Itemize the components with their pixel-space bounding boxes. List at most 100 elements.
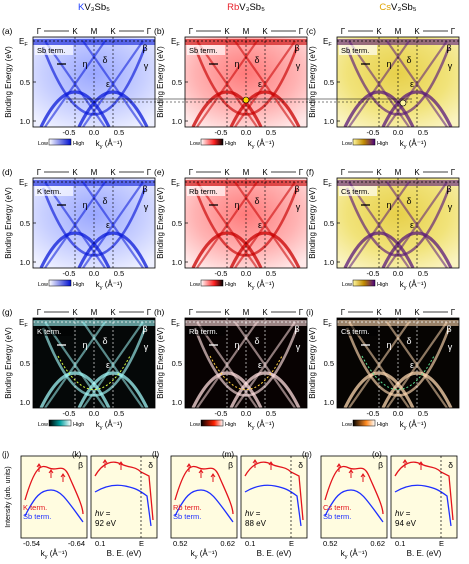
ef-label: EF [19, 318, 28, 329]
hs-point-label: K [376, 27, 382, 36]
hv-label: hv = [245, 509, 261, 518]
band-label-gamma: γ [448, 342, 453, 352]
x-axis-unit: (Å⁻¹) [406, 280, 426, 289]
x-tick-label: 0.62 [370, 539, 385, 548]
ef-sub: F [24, 42, 28, 48]
bottom-x-unit: (Å⁻¹) [197, 549, 217, 558]
hs-point-label: M [243, 168, 250, 177]
column-title: KV₃Sb₅ [78, 2, 110, 13]
x-tick-label: -0.64 [68, 539, 85, 548]
colorbar-low: Low [190, 141, 200, 147]
curve-panel-frame [170, 455, 238, 539]
y-axis-title: Binding Energy (eV) [4, 327, 13, 399]
colorbar-high: High [377, 422, 388, 428]
band-line [82, 40, 144, 127]
x-tick-label: 0.52 [173, 539, 188, 548]
bottom-band-label: β [378, 460, 383, 470]
band-label-delta: δ [102, 196, 107, 206]
column-title-alkali: Rb [227, 2, 239, 13]
hs-point-label: K [224, 308, 230, 317]
hs-point-label: K [376, 168, 382, 177]
termination-label: Sb term. [341, 46, 369, 55]
colorbar [48, 138, 72, 146]
band-label-epsilon: ε [258, 360, 262, 370]
band-label-beta: β [294, 43, 299, 53]
x-tick-label: -0.5 [367, 269, 380, 278]
x-axis-sub: y [100, 425, 103, 431]
bottom-band-label: β [228, 460, 233, 470]
colorbar-high: High [73, 422, 84, 428]
bottom-band-label: δ [448, 460, 453, 470]
legend-sb: Sb term. [23, 512, 51, 521]
curve-panel-frame [240, 455, 308, 539]
colorbar-high: High [225, 422, 236, 428]
bottom-panel-label: (n) [302, 450, 312, 459]
band-label-beta: β [294, 324, 299, 334]
x-axis-sub: y [404, 285, 407, 291]
band-label-epsilon: ε [410, 220, 414, 230]
x-axis-sub: y [252, 425, 255, 431]
termination-tag-bg [35, 186, 73, 196]
hs-point-label: M [243, 27, 250, 36]
colorbar [352, 279, 376, 287]
band-label-gamma: γ [296, 202, 301, 212]
legend-term: Cs term. [323, 503, 351, 512]
y-tick-label: 0.5 [324, 78, 334, 87]
bottom-x-title: ky (Å⁻¹) [41, 549, 68, 560]
y-tick-label: 0.5 [20, 78, 30, 87]
hs-point-label: K [224, 27, 230, 36]
y-tick-label: 0.5 [172, 359, 182, 368]
arpes-panel [336, 171, 460, 287]
x-tick-label: -0.5 [215, 128, 228, 137]
peak-arrow [336, 463, 342, 472]
y-tick-label: 0.5 [324, 219, 334, 228]
hs-point-label: K [262, 27, 268, 36]
hs-point-label: K [414, 27, 420, 36]
x-tick-label: -0.54 [23, 539, 40, 548]
bottom-panel-label: (l) [152, 450, 159, 459]
colorbar-low: Low [38, 141, 48, 147]
bottom-x-title: B. E. (eV) [257, 549, 292, 558]
band-label-beta: β [446, 43, 451, 53]
hs-point-label: Γ [299, 168, 304, 177]
y-tick-label: 1.0 [324, 258, 334, 267]
x-axis-unit: (Å⁻¹) [102, 280, 122, 289]
y-tick-label: 0.5 [172, 78, 182, 87]
colorbar [200, 138, 224, 146]
colorbar [48, 279, 72, 287]
termination-tag-bg [187, 186, 225, 196]
hs-point-label: Γ [451, 308, 456, 317]
hs-point-label: K [110, 168, 116, 177]
band-label-eta: η [234, 200, 239, 210]
curve-term [174, 465, 234, 515]
spectrum-curve-panel [20, 455, 88, 539]
x-tick-label: E [139, 539, 144, 548]
colorbar [352, 138, 376, 146]
ef-sub: F [24, 323, 28, 329]
bottom-x-title: ky (Å⁻¹) [191, 549, 218, 560]
bottom-band-label: δ [148, 460, 153, 470]
x-axis-title: ky (Å⁻¹) [400, 420, 427, 431]
hv-value: 94 eV [395, 519, 417, 528]
hs-point-label: K [72, 27, 78, 36]
hs-point-label: M [91, 308, 98, 317]
y-axis-title: Binding Energy (eV) [4, 187, 13, 259]
hs-point-label: M [243, 308, 250, 317]
band-label-epsilon: ε [106, 220, 110, 230]
band-line [196, 321, 258, 408]
column-title-formula: V₃Sb₅ [391, 2, 417, 13]
hs-point-label: K [414, 168, 420, 177]
band-label-delta: δ [102, 55, 107, 65]
y-axis-title: Binding Energy (eV) [4, 46, 13, 118]
band-label-delta: δ [254, 196, 259, 206]
hs-point-label: Γ [341, 27, 346, 36]
ef-label: EF [19, 178, 28, 189]
hs-point-label: Γ [147, 168, 152, 177]
colorbar [200, 419, 224, 427]
hs-point-label: Γ [299, 27, 304, 36]
curve-panel-frame [320, 455, 388, 539]
ef-sub: F [176, 323, 180, 329]
spectrum-curve-panel [320, 455, 388, 539]
x-tick-label: -0.5 [63, 269, 76, 278]
band-label-epsilon: ε [258, 220, 262, 230]
